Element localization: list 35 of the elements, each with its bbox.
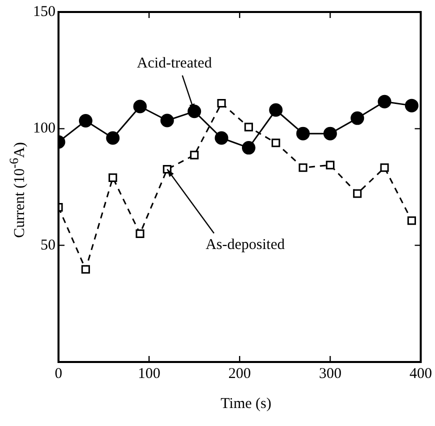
point [136, 229, 144, 238]
point [244, 122, 253, 132]
point [78, 114, 92, 128]
point [272, 138, 280, 148]
point [81, 265, 90, 274]
point [323, 126, 337, 140]
y-tick-label: 50 [40, 237, 56, 254]
point [407, 216, 416, 225]
point [133, 100, 147, 114]
point [106, 131, 120, 145]
point [190, 150, 199, 160]
point [296, 126, 310, 140]
point [214, 131, 228, 145]
point [160, 114, 174, 128]
x-axis-title: Time (s) [220, 396, 272, 413]
y-tick-label: 150 [33, 4, 56, 20]
point [326, 160, 334, 170]
x-tick-label: 300 [318, 366, 342, 382]
x-tick-label: 0 [54, 366, 62, 382]
x-tick-label: 200 [228, 366, 251, 382]
annotation: As-deposited [206, 237, 286, 254]
point [242, 141, 256, 155]
point [217, 98, 226, 108]
point [380, 163, 389, 172]
point [350, 111, 364, 125]
point [378, 94, 392, 108]
point [298, 163, 308, 172]
point [404, 98, 418, 112]
point [269, 103, 283, 117]
point [353, 189, 362, 198]
y-tick-label: 100 [33, 120, 56, 137]
point [108, 173, 118, 182]
annotation: Acid-treated [136, 55, 212, 72]
x-tick-label: 400 [410, 366, 432, 382]
x-tick-label: 100 [138, 366, 160, 382]
